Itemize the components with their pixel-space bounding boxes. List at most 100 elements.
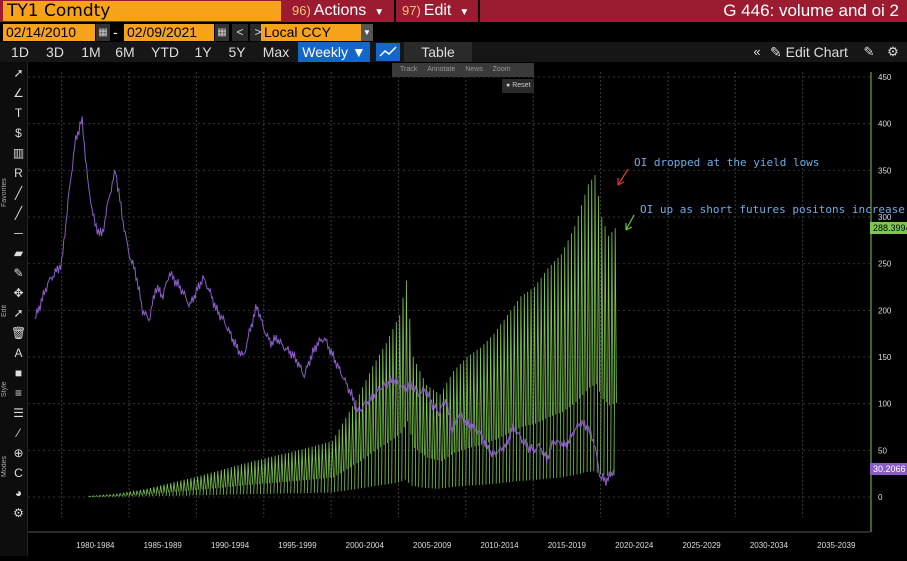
cursor-icon[interactable]: ➚ <box>13 66 24 80</box>
ray-tool-icon[interactable]: ╱ <box>14 206 23 220</box>
x-tick-label: 2000-2004 <box>346 541 385 550</box>
gear-icon[interactable]: ⚙ <box>887 44 899 59</box>
r-tool-icon[interactable]: R <box>14 166 23 180</box>
x-tick-label: 1995-1999 <box>278 541 317 550</box>
y-tick-label: 350 <box>878 166 892 175</box>
line-tool-icon[interactable]: ╱ <box>14 186 23 200</box>
edit-icon[interactable]: ✎ <box>863 44 875 59</box>
period-3d[interactable]: 3D <box>46 44 64 60</box>
reset-icon: ● <box>506 82 511 89</box>
table-tab[interactable]: Table <box>404 42 472 62</box>
period-toolbar: 1D 3D 1M 6M YTD 1Y 5Y Max Weekly ▼ Table… <box>0 42 907 62</box>
period-1m[interactable]: 1M <box>81 44 101 60</box>
actions-number: 96) <box>292 3 311 18</box>
x-tick-label: 1990-1994 <box>211 541 250 550</box>
annotation-oi-dropped: OI dropped at the yield lows <box>634 156 820 169</box>
pen-icon[interactable]: ∠ <box>13 86 24 100</box>
news-button[interactable]: News <box>465 66 483 73</box>
text-tool-icon[interactable]: T <box>14 106 23 120</box>
period-5y[interactable]: 5Y <box>228 44 246 60</box>
period-6m[interactable]: 6M <box>115 44 135 60</box>
header-bar: TY1 Comdty 96) Actions ▼ 97) Edit ▼ G 446: v… <box>0 0 907 22</box>
chart-area[interactable]: 1980-1984 1985-1989 1990-1994 1995-1999 2000… <box>28 62 907 556</box>
annotate-button[interactable]: Annotate <box>427 66 456 73</box>
actions-menu[interactable]: 96) Actions ▼ <box>288 0 394 22</box>
collapse-icon[interactable]: « <box>753 44 761 59</box>
start-date-input[interactable]: 02/14/2010 <box>3 24 95 41</box>
x-tick-label: 2020-2024 <box>615 541 654 550</box>
fill-color-icon[interactable]: ■ <box>14 366 23 380</box>
favorites-label: Favorites <box>1 178 8 207</box>
chevron-down-icon: ▼ <box>361 24 373 41</box>
price-series <box>34 116 614 486</box>
chevron-down-icon: ▼ <box>374 7 385 18</box>
drawing-toolbar: Favorites Edit Style Modes ➚ ∠ T $ ▥ R ╱… <box>0 62 28 556</box>
divider <box>394 0 396 22</box>
reset-button[interactable]: ● Reset <box>502 79 534 93</box>
zoom-button[interactable]: Zoom <box>492 66 511 73</box>
frequency-select[interactable]: Weekly ▼ <box>298 42 370 62</box>
font-icon[interactable]: A <box>14 346 23 360</box>
fib-tool-icon[interactable]: ▥ <box>12 146 25 160</box>
modes-label: Modes <box>1 455 8 477</box>
track-button[interactable]: Track <box>400 66 418 73</box>
edit-number: 97) <box>402 3 421 18</box>
calendar-icon[interactable]: ▦ <box>215 24 229 41</box>
line-style-icon[interactable]: ☰ <box>13 406 24 420</box>
x-tick-label: 2015-2019 <box>548 541 587 550</box>
y-tick-label: 0 <box>878 493 883 502</box>
oi-series <box>88 174 617 498</box>
magnet-icon[interactable]: C <box>14 466 23 480</box>
red-arrow-line <box>617 168 629 186</box>
x-tick-label: 2025-2029 <box>682 541 721 550</box>
x-tick-label: 1985-1989 <box>144 541 183 550</box>
currency-select[interactable]: Local CCY ▼ <box>261 24 373 41</box>
x-tick-label: 2030-2034 <box>750 541 789 550</box>
crosshair-icon[interactable]: ⊕ <box>13 446 24 460</box>
gear-icon[interactable]: ⚙ <box>13 506 24 520</box>
trash-icon[interactable]: 🗑 <box>11 326 27 340</box>
line-chart-icon[interactable] <box>376 43 400 61</box>
channel-tool-icon[interactable]: ▰ <box>13 246 24 260</box>
red-arrow-head <box>617 178 625 186</box>
color-wheel-icon[interactable]: ◕ <box>14 486 23 500</box>
annotation-oi-up: OI up as short futures positons increase <box>640 203 905 216</box>
chart-overlay-toolbar: Track Annotate News Zoom <box>392 63 534 77</box>
green-arrow-head <box>625 223 633 231</box>
style-label: Style <box>1 381 8 397</box>
prev-period-button[interactable]: < <box>232 24 248 41</box>
move-icon[interactable]: ✥ <box>13 286 24 300</box>
chevron-down-icon: ▼ <box>459 7 470 18</box>
chart-svg: 1980-1984 1985-1989 1990-1994 1995-1999 2000… <box>28 72 892 550</box>
y-tick-label: 200 <box>878 306 892 315</box>
y-tick-label: 450 <box>878 73 892 82</box>
period-1d[interactable]: 1D <box>11 44 29 60</box>
period-max[interactable]: Max <box>262 44 290 60</box>
y-tick-label: 50 <box>878 446 887 455</box>
green-arrow-line <box>625 214 635 231</box>
date-separator: - <box>113 24 118 40</box>
price-tool-icon[interactable]: $ <box>15 126 22 140</box>
date-bar: 02/14/2010 ▦ - 02/09/2021 ▦ < > Local CC… <box>0 22 907 42</box>
edit-menu[interactable]: 97) Edit ▼ <box>398 0 478 22</box>
pencil-icon[interactable]: ✎ <box>13 266 24 280</box>
reset-label: Reset <box>512 82 531 89</box>
edit-chart-button[interactable]: ✎ Edit Chart <box>770 42 848 62</box>
hline-tool-icon[interactable]: ─ <box>14 226 23 240</box>
edit-chart-label: Edit Chart <box>785 44 848 60</box>
period-ytd[interactable]: YTD <box>151 44 179 60</box>
edit-label: Edit <box>423 2 452 19</box>
divider <box>478 0 480 22</box>
select-icon[interactable]: ➚ <box>13 306 24 320</box>
period-1y[interactable]: 1Y <box>194 44 212 60</box>
brush-icon[interactable]: ⁄ <box>17 426 20 440</box>
edit-label: Edit <box>1 304 8 317</box>
security-field[interactable]: TY1 Comdty <box>3 1 281 21</box>
end-date-input[interactable]: 02/09/2021 <box>124 24 214 41</box>
calendar-icon[interactable]: ▦ <box>96 24 110 41</box>
y-tick-label: 300 <box>878 213 892 222</box>
chart-title: G 446: volume and oi 2 <box>723 1 899 20</box>
line-width-icon[interactable]: ≡ <box>14 386 22 400</box>
x-tick-label: 1980-1984 <box>76 541 115 550</box>
x-tick-label: 2005-2009 <box>413 541 452 550</box>
